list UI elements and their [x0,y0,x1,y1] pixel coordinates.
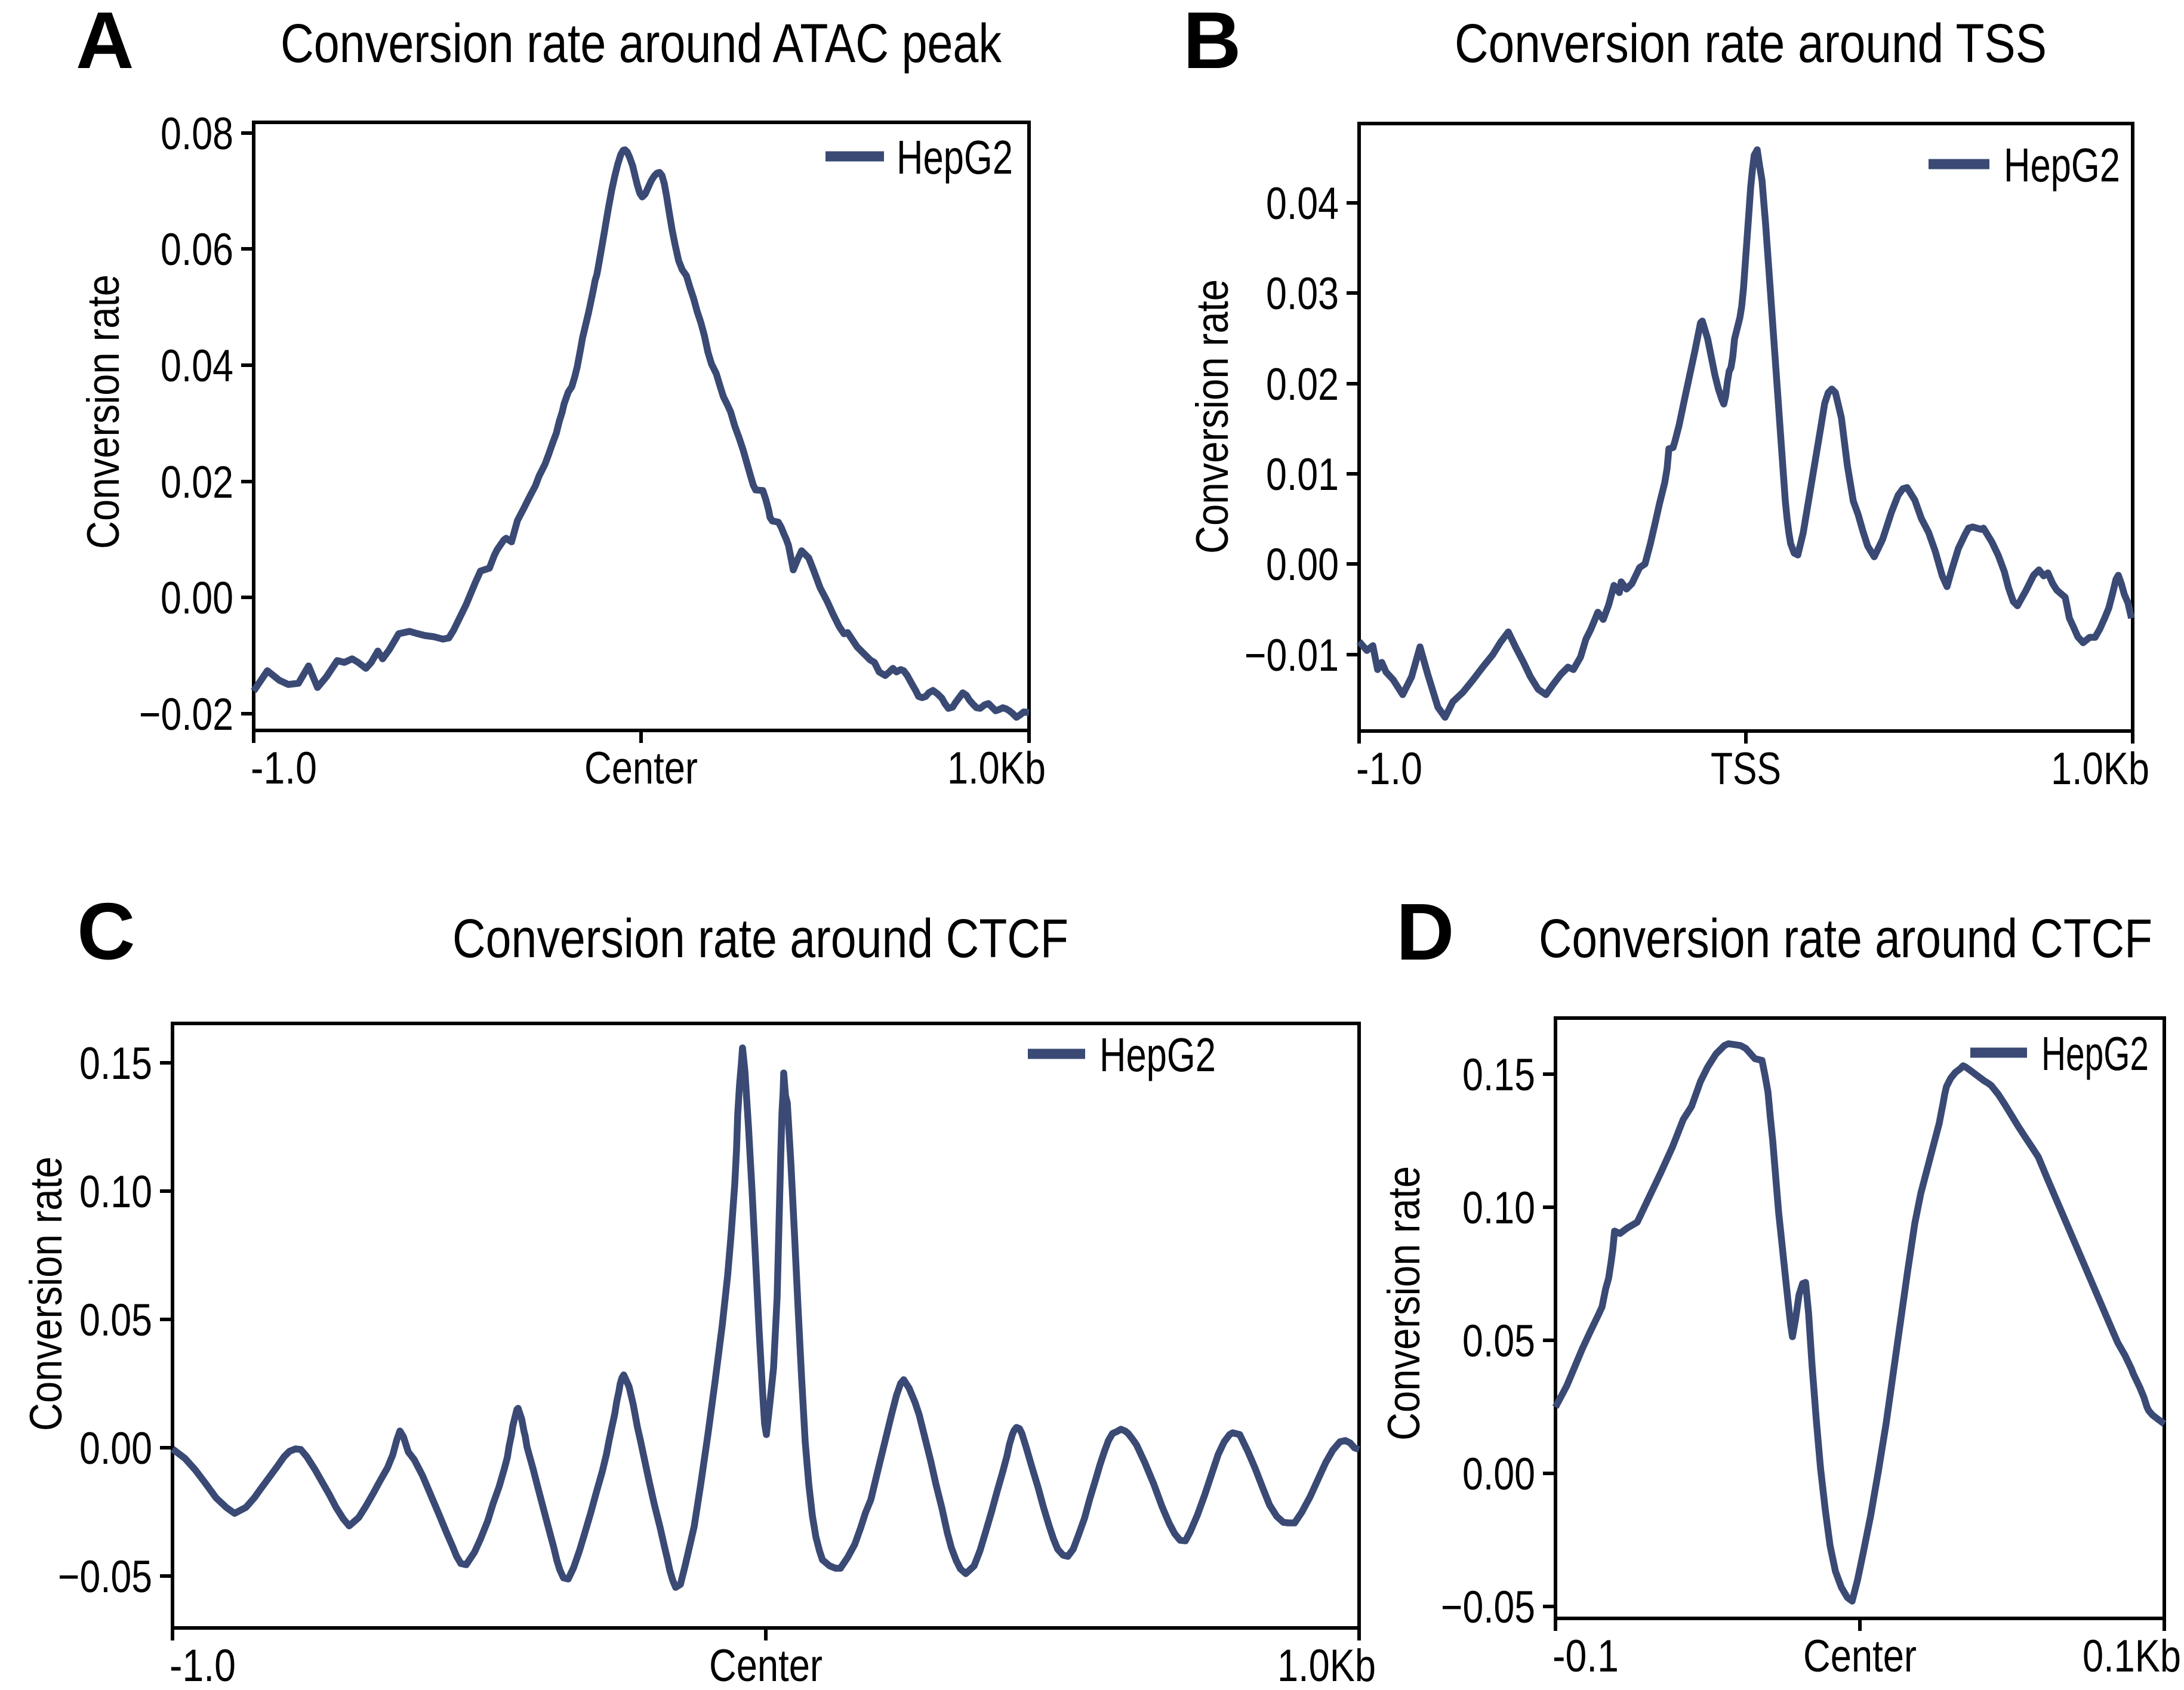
svg-text:1.0Kb: 1.0Kb [947,743,1046,794]
svg-text:Conversion rate around TSS: Conversion rate around TSS [1455,13,2047,74]
svg-text:0.02: 0.02 [161,457,233,508]
svg-text:1.0Kb: 1.0Kb [1277,1640,1376,1690]
svg-text:−0.05: −0.05 [58,1552,152,1602]
svg-text:0.00: 0.00 [161,573,233,624]
svg-text:1.0Kb: 1.0Kb [2051,744,2149,794]
svg-text:TSS: TSS [1711,744,1781,794]
svg-text:−0.05: −0.05 [1441,1582,1535,1633]
svg-text:0.1Kb: 0.1Kb [2083,1631,2181,1682]
svg-text:0.00: 0.00 [79,1423,152,1474]
svg-text:0.06: 0.06 [161,224,233,275]
svg-text:−0.01: −0.01 [1245,630,1339,681]
svg-text:-1.0: -1.0 [251,743,317,794]
svg-text:Conversion rate around ATAC pe: Conversion rate around ATAC peak [281,13,1002,74]
svg-text:0.04: 0.04 [161,341,233,391]
svg-text:0.01: 0.01 [1266,449,1339,500]
svg-text:0.03: 0.03 [1266,269,1339,319]
svg-text:Center: Center [584,743,698,794]
svg-text:0.02: 0.02 [1266,359,1339,410]
svg-text:C: C [77,886,135,976]
svg-text:0.10: 0.10 [1462,1183,1535,1233]
svg-text:0.05: 0.05 [1462,1316,1535,1367]
svg-text:0.15: 0.15 [1462,1050,1535,1100]
svg-text:-1.0: -1.0 [170,1640,236,1690]
svg-text:A: A [76,0,134,85]
svg-text:0.04: 0.04 [1266,178,1339,229]
svg-text:Center: Center [1803,1631,1917,1682]
svg-text:0.00: 0.00 [1266,539,1339,590]
svg-text:D: D [1396,887,1455,977]
svg-text:Conversion rate around CTCF: Conversion rate around CTCF [1539,908,2152,969]
svg-text:HepG2: HepG2 [1099,1028,1216,1081]
svg-text:0.15: 0.15 [79,1038,152,1089]
svg-text:-0.1: -0.1 [1552,1631,1619,1682]
svg-text:HepG2: HepG2 [897,131,1013,184]
svg-text:Conversion rate around CTCF: Conversion rate around CTCF [452,908,1068,969]
svg-text:0.00: 0.00 [1462,1449,1535,1500]
svg-text:Conversion rate: Conversion rate [1379,1166,1430,1441]
svg-text:−0.02: −0.02 [139,689,233,740]
svg-text:Conversion rate: Conversion rate [78,275,129,549]
svg-text:HepG2: HepG2 [2004,138,2120,192]
svg-text:Conversion rate: Conversion rate [21,1157,72,1431]
svg-text:HepG2: HepG2 [2041,1027,2149,1080]
svg-text:Center: Center [709,1640,823,1690]
svg-text:-1.0: -1.0 [1356,744,1422,794]
svg-text:0.05: 0.05 [79,1295,152,1346]
svg-text:B: B [1183,0,1242,85]
svg-text:Conversion rate: Conversion rate [1187,279,1238,554]
svg-text:0.08: 0.08 [161,109,233,159]
svg-text:0.10: 0.10 [79,1167,152,1217]
